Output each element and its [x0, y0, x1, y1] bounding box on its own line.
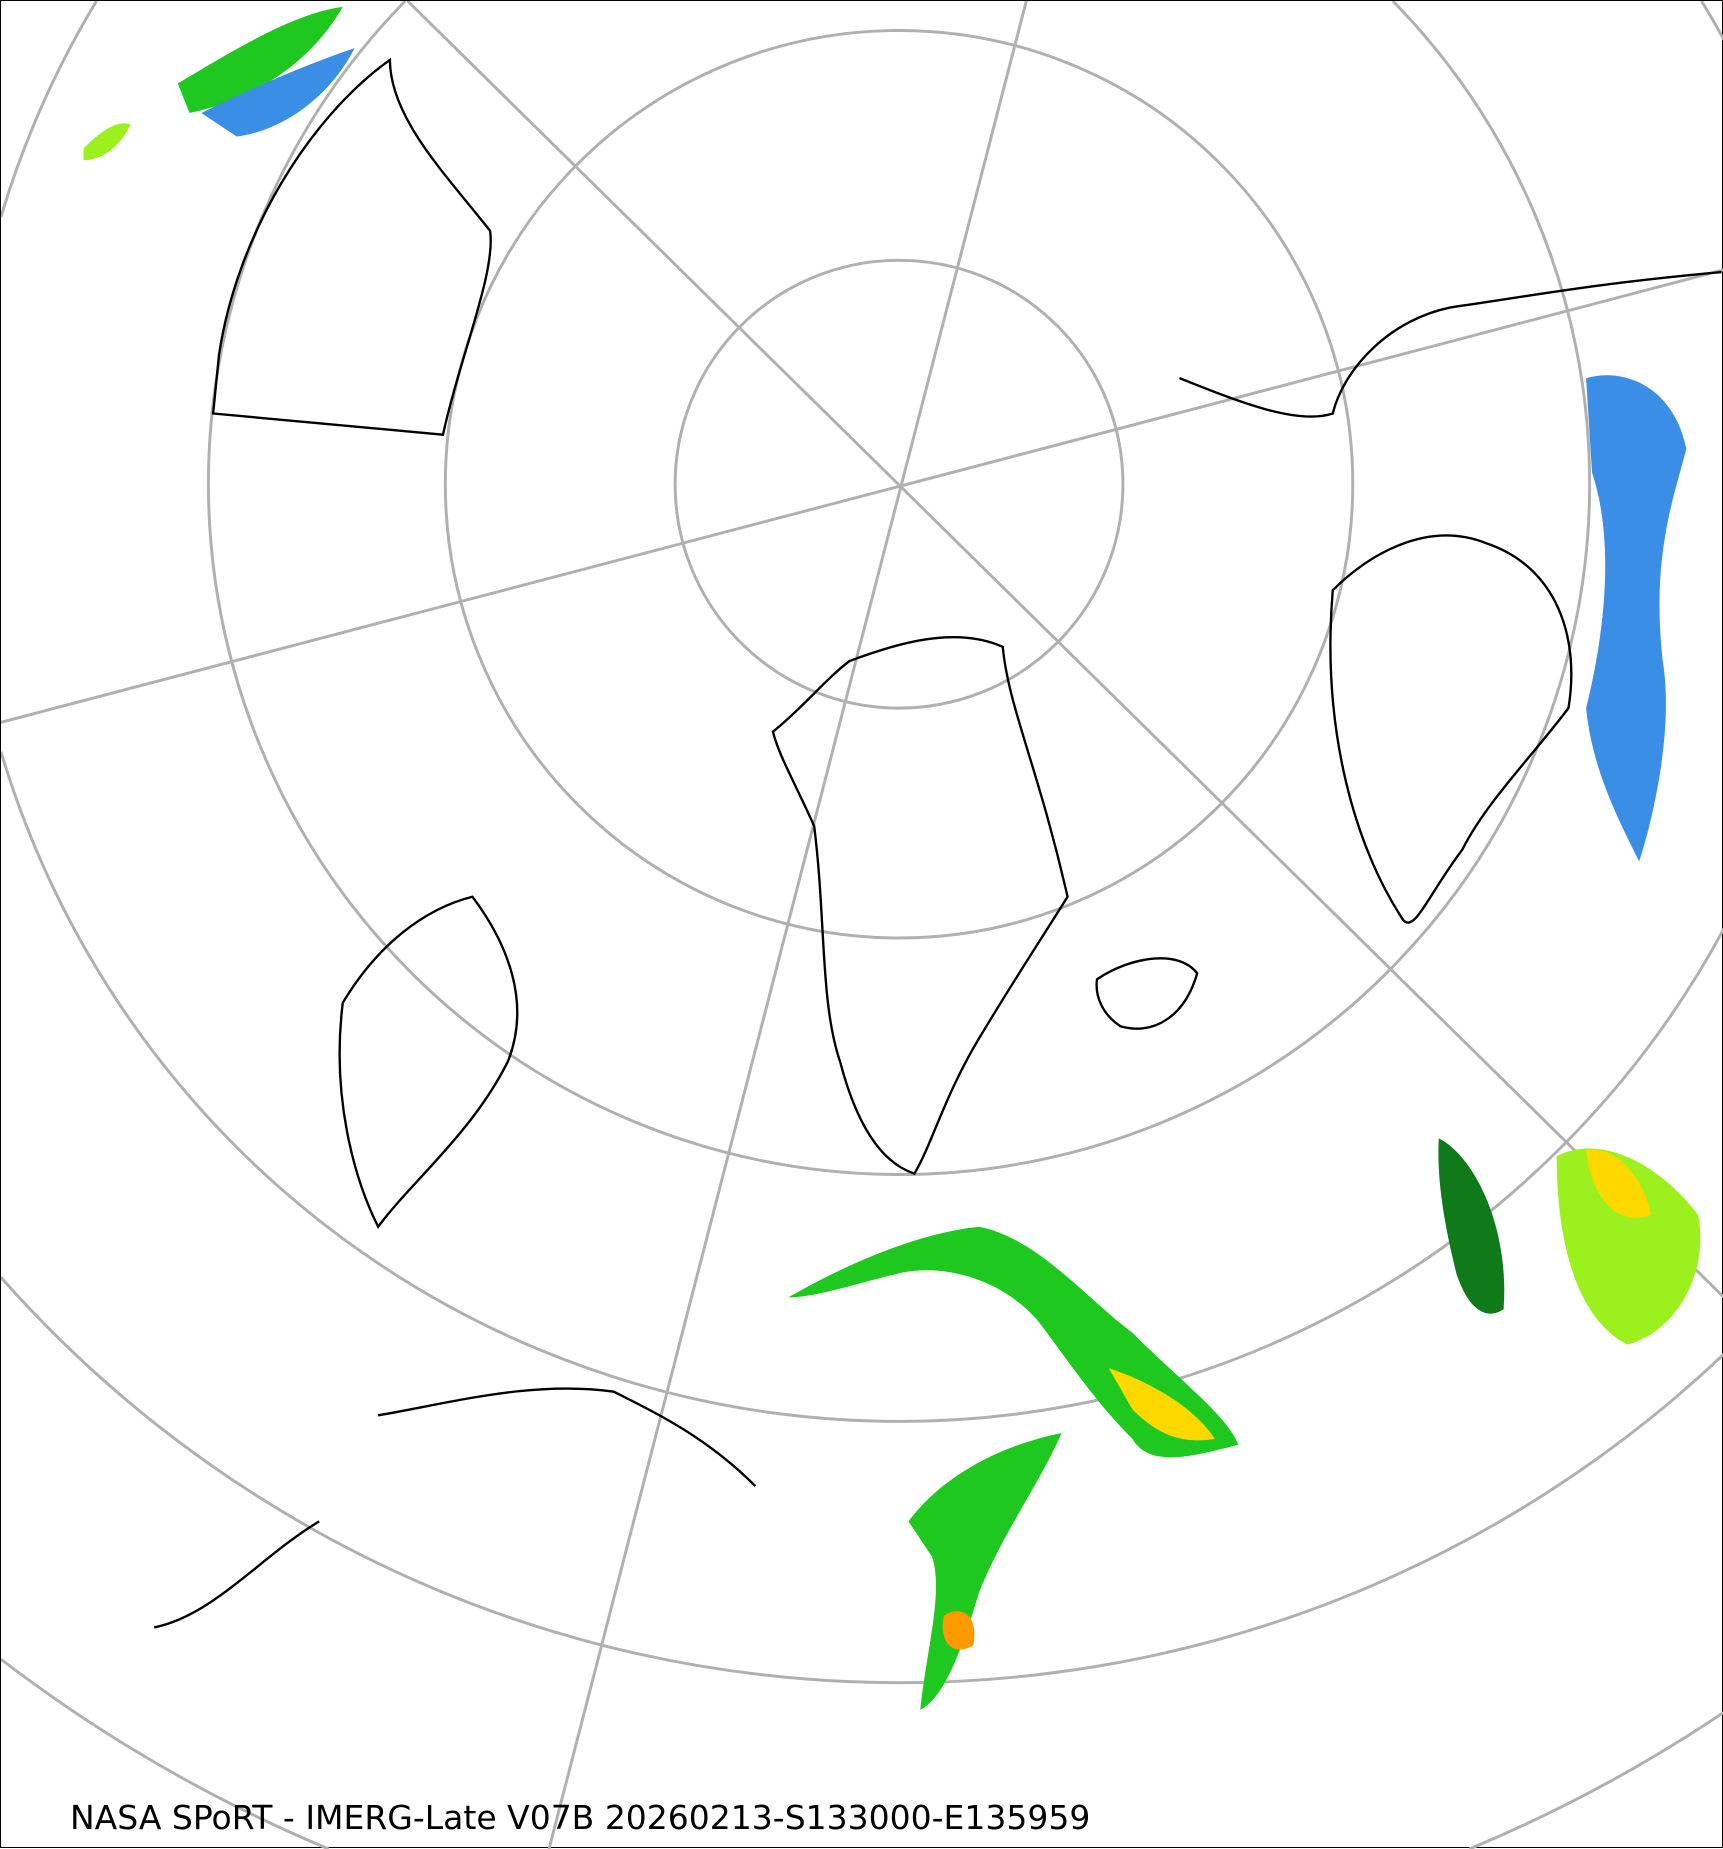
meridian-line	[406, 1, 1723, 1299]
coastlines	[153, 57, 1722, 1629]
latitude-circle-60	[207, 1, 1592, 1176]
latitude-circle-70	[443, 28, 1355, 940]
east-coast-us	[153, 1387, 757, 1629]
precip-atlantic-band	[788, 1226, 1239, 1458]
meridian-line	[1, 268, 1723, 724]
latitude-circle-30	[1, 1658, 1723, 1849]
scandinavia-coast	[1329, 534, 1573, 924]
precip-atlantic-core	[1108, 1368, 1215, 1441]
greenland-outline	[771, 636, 1069, 1176]
precip-europe-core	[1586, 1149, 1651, 1218]
precip-alaska	[177, 6, 343, 113]
map-caption: NASA SPoRT - IMERG-Late V07B 20260213-S1…	[70, 1798, 1091, 1837]
precip-siberia	[1586, 375, 1687, 862]
precipitation	[83, 6, 1701, 1710]
precip-nw-pacific	[83, 123, 131, 161]
latitude-circle-40	[1, 1276, 1723, 1685]
precip-atlantic-core-2	[942, 1611, 975, 1650]
precip-atlantic-band-2	[908, 1432, 1062, 1710]
north-america-coast	[211, 57, 492, 436]
precip-alaska-blue	[201, 48, 355, 137]
latitude-circle-50	[1, 1, 1723, 1423]
eurasia-coast	[1179, 270, 1722, 418]
precip-scandinavia	[1438, 1138, 1505, 1314]
iceland-outline	[1095, 957, 1199, 1030]
latitude-circle-80	[673, 258, 1125, 710]
hudson-bay-coast	[338, 895, 519, 1229]
precip-europe	[1556, 1148, 1701, 1345]
meridian-line	[547, 1, 1028, 1849]
